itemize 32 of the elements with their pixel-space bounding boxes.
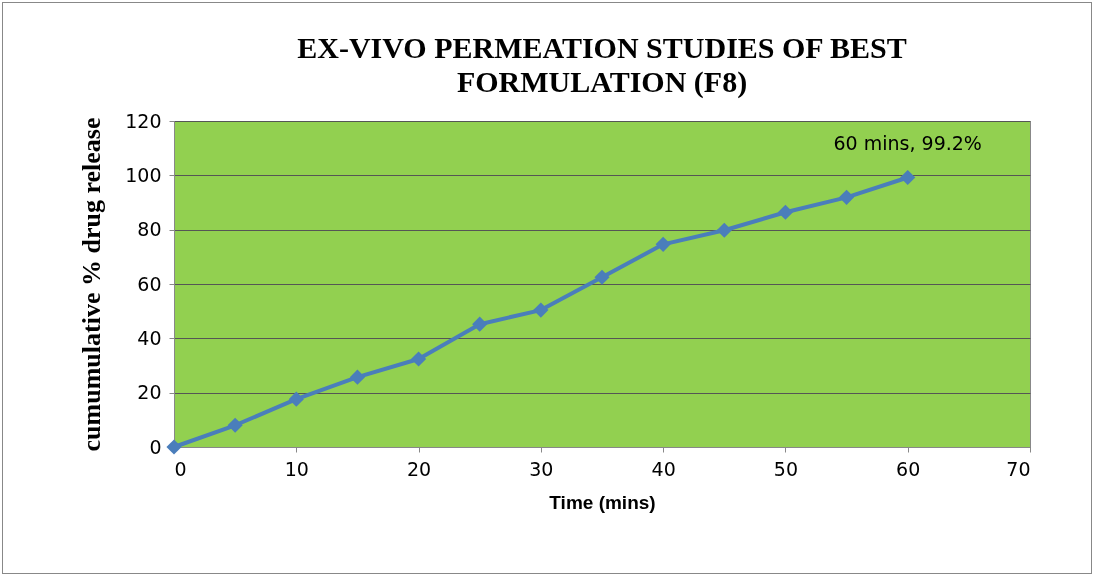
y-tick-label: 60 <box>137 272 162 295</box>
x-tick-label: 70 <box>1006 457 1031 480</box>
point <box>533 302 549 318</box>
point <box>410 351 427 367</box>
point <box>838 189 855 205</box>
chart-title: EX-VIVO PERMEATION STUDIES OF BEST FORMULATION (F8) <box>297 31 907 99</box>
x-axis-title: Time (mins) <box>549 491 656 513</box>
y-axis-title: cumumulative % drug release <box>77 117 107 452</box>
x-tick-label: 10 <box>284 457 309 480</box>
point <box>594 269 610 285</box>
y-tick-label: 0 <box>149 435 162 458</box>
point <box>655 236 671 252</box>
x-tick-label: 0 <box>174 457 187 480</box>
point <box>166 439 182 455</box>
y-tick-label: 20 <box>137 381 162 404</box>
y-tick-label: 120 <box>125 109 162 132</box>
x-tick-label: 40 <box>651 457 676 480</box>
point <box>227 417 243 433</box>
y-tick-label: 40 <box>137 326 162 349</box>
point <box>472 316 488 332</box>
x-tick-label: 50 <box>773 457 799 480</box>
point <box>716 222 732 238</box>
x-tick-label: 60 <box>896 457 921 480</box>
point <box>900 169 916 186</box>
point <box>777 204 794 220</box>
y-tick-label: 80 <box>137 218 162 241</box>
point <box>349 369 366 385</box>
annotation: 60 mins, 99.2% <box>833 131 982 154</box>
x-tick-label: 20 <box>406 457 432 480</box>
y-tick-label: 100 <box>125 163 162 186</box>
x-tick-label: 30 <box>529 457 554 480</box>
point <box>288 391 304 407</box>
